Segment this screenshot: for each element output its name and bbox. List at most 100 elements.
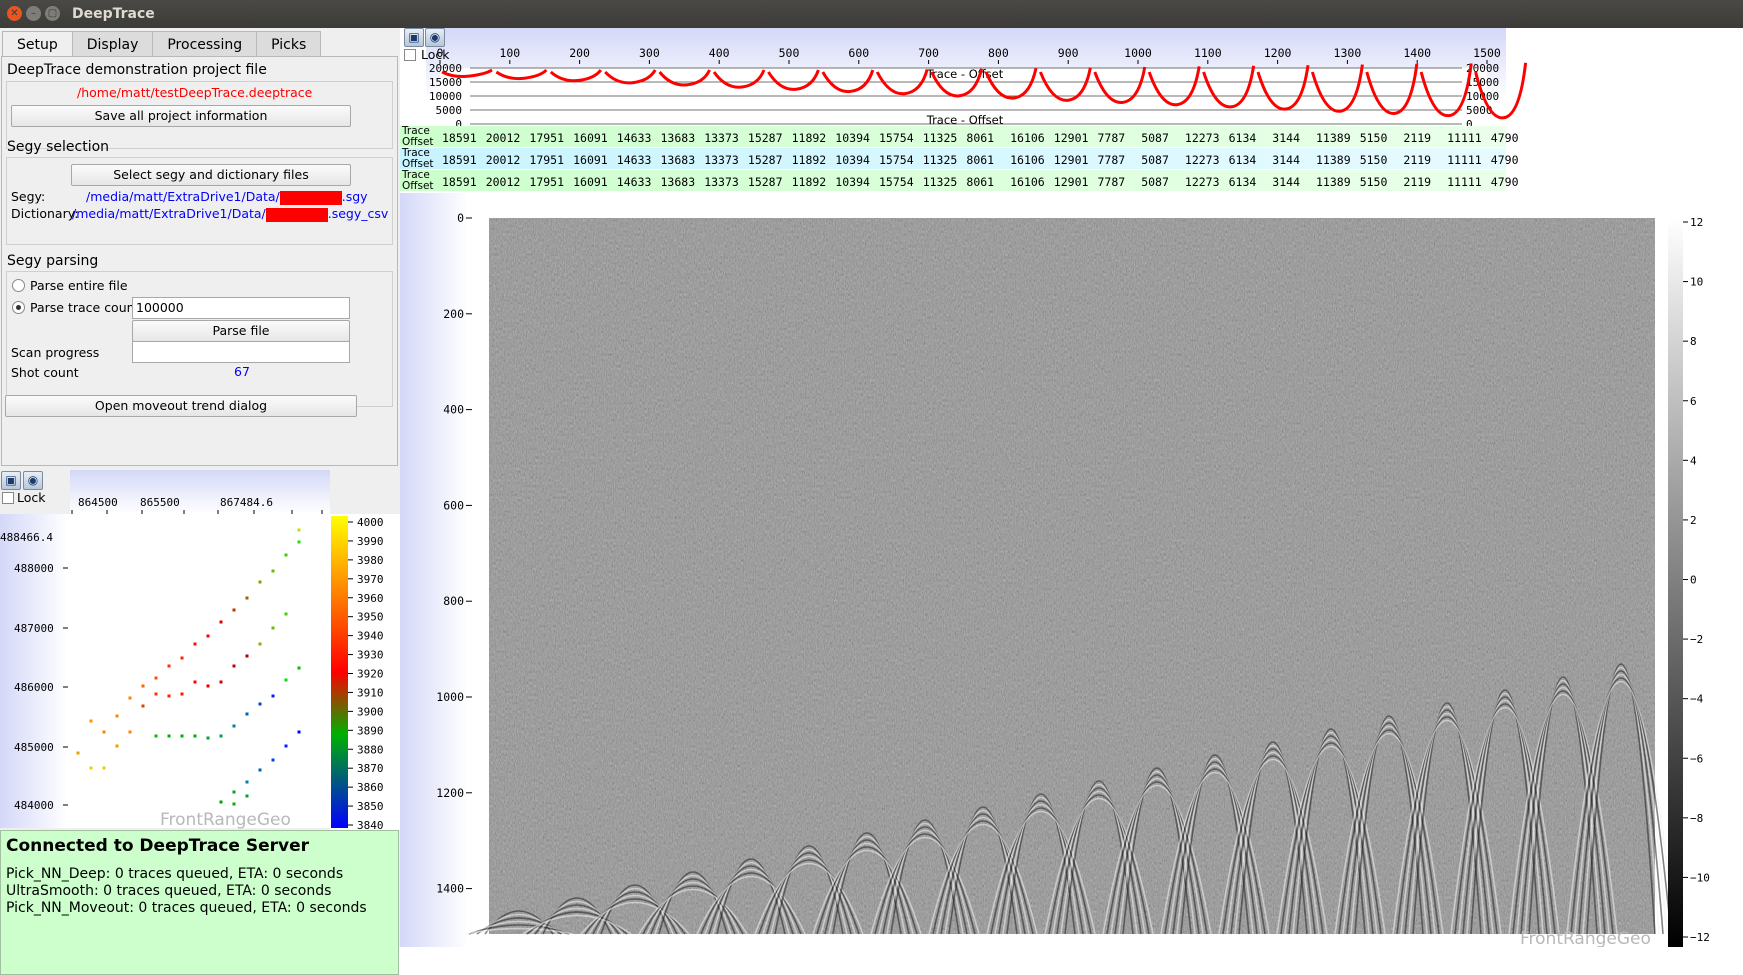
seismic-noise xyxy=(489,218,1655,934)
server-status-box: Connected to DeepTrace Server Pick_NN_De… xyxy=(0,830,399,975)
shot-point xyxy=(141,684,145,688)
header-value: 13373 xyxy=(704,175,739,189)
header-value: 18591 xyxy=(442,131,477,145)
offset-curve xyxy=(1093,66,1147,104)
header-value: 11892 xyxy=(792,153,827,167)
camera-snapshot-icon[interactable]: ◉ xyxy=(23,471,43,490)
seismic-event xyxy=(654,874,732,935)
header-row-label: Trace xyxy=(401,125,430,137)
time-tick: 1000 xyxy=(436,690,464,704)
header-value: 6134 xyxy=(1229,131,1257,145)
shot-point xyxy=(206,736,210,740)
seismic-svg[interactable]: 0 100 200 300 400 500 600 700 800 900 1000 1100 1200… xyxy=(400,28,1743,947)
select-segy-button[interactable]: Select segy and dictionary files xyxy=(71,164,351,186)
header-value: 14633 xyxy=(617,131,652,145)
window-titlebar: ✕ – ▢ DeepTrace xyxy=(0,0,1743,28)
shot-point xyxy=(271,694,275,698)
parse-file-button[interactable]: Parse file xyxy=(132,320,350,342)
camera-snapshot-icon[interactable]: ◉ xyxy=(425,28,445,47)
camera-icon[interactable]: ▣ xyxy=(1,471,21,490)
project-section-title: DeepTrace demonstration project file xyxy=(7,62,267,78)
parse-count-input[interactable]: 100000 xyxy=(132,297,350,319)
segy-ext: .sgy xyxy=(341,189,368,204)
seismic-colorbar-tick: −4 xyxy=(1690,693,1704,706)
map-colorbar-tick: 3990 xyxy=(357,535,384,548)
minimize-icon[interactable]: – xyxy=(26,6,41,21)
header-value: 15287 xyxy=(748,131,783,145)
seismic-event xyxy=(758,859,860,935)
header-value: 5150 xyxy=(1360,131,1388,145)
header-value: 20012 xyxy=(486,175,521,189)
map-y-tick: 484000 xyxy=(14,799,54,812)
shot-point xyxy=(167,664,171,668)
map-lock-checkbox[interactable] xyxy=(2,492,14,504)
maximize-icon[interactable]: ▢ xyxy=(45,6,60,21)
offset-curve xyxy=(930,68,984,98)
map-x-axis-bg xyxy=(70,470,330,514)
dictionary-path: /media/matt/ExtraDrive1/Data/ .segy_csv xyxy=(72,206,388,222)
header-value: 10394 xyxy=(835,175,870,189)
header-value: 16091 xyxy=(573,131,608,145)
seismic-event xyxy=(932,820,1034,935)
shot-point xyxy=(219,734,223,738)
tab-bar: Setup Display Processing Picks xyxy=(2,31,322,58)
tab-picks[interactable]: Picks xyxy=(256,31,322,57)
shot-map-svg[interactable]: 864500 865500 867484.6 488466.4 488000 487000… xyxy=(0,468,400,832)
close-icon[interactable]: ✕ xyxy=(7,6,22,21)
tab-processing[interactable]: Processing xyxy=(152,31,258,57)
seismic-event xyxy=(986,810,1096,935)
shot-point xyxy=(297,666,301,670)
seismic-event xyxy=(874,833,976,935)
header-row-label: Trace xyxy=(401,169,430,181)
tab-display[interactable]: Display xyxy=(71,31,154,57)
seismic-lock-label: Lock xyxy=(421,47,450,62)
moveout-dialog-button[interactable]: Open moveout trend dialog xyxy=(5,395,357,417)
shot-point xyxy=(232,724,236,728)
seismic-event xyxy=(754,862,864,935)
seismic-colorbar-tick: 2 xyxy=(1690,514,1697,527)
camera-icon[interactable]: ▣ xyxy=(404,28,424,47)
offset-y-tick: 20000 xyxy=(429,62,462,75)
shot-point xyxy=(128,730,132,734)
time-tick: 200 xyxy=(443,307,464,321)
header-value: 12273 xyxy=(1185,153,1220,167)
shot-point xyxy=(76,751,80,755)
map-plot-area xyxy=(68,514,330,828)
map-x-tick: 864500 xyxy=(78,496,118,509)
shot-map-plot[interactable]: 864500 865500 867484.6 488466.4 488000 487000… xyxy=(0,468,400,832)
shot-point xyxy=(102,730,106,734)
scan-progress-bar xyxy=(132,341,350,363)
header-row-label: Offset xyxy=(402,158,434,170)
map-x-tick: 865500 xyxy=(140,496,180,509)
shot-count-value: 67 xyxy=(234,364,250,379)
map-colorbar-tick: 3890 xyxy=(357,724,384,737)
header-value: 5087 xyxy=(1141,153,1169,167)
header-value: 13373 xyxy=(704,131,739,145)
offset-y-tick: 5000 xyxy=(1466,104,1493,117)
header-value: 15754 xyxy=(879,131,914,145)
status-line: UltraSmooth: 0 traces queued, ETA: 0 sec… xyxy=(6,883,332,899)
save-project-button[interactable]: Save all project information xyxy=(11,105,351,127)
seismic-colorbar-tick: 4 xyxy=(1690,454,1697,467)
seismic-event xyxy=(1006,793,1076,935)
shot-point xyxy=(206,634,210,638)
header-value: 15287 xyxy=(748,175,783,189)
parse-count-radio[interactable] xyxy=(12,301,25,314)
time-tick: 0 xyxy=(457,211,464,225)
shot-point xyxy=(284,612,288,616)
shot-point xyxy=(245,596,249,600)
header-value: 4790 xyxy=(1491,175,1519,189)
seismic-colorbar-tick: −2 xyxy=(1690,633,1703,646)
seismic-lock-checkbox[interactable] xyxy=(404,49,416,61)
offset-y-tick: 15000 xyxy=(1466,76,1499,89)
seismic-event xyxy=(638,888,748,935)
header-value: 4790 xyxy=(1491,131,1519,145)
shot-point xyxy=(154,734,158,738)
map-colorbar-tick: 3980 xyxy=(357,554,384,567)
header-value: 11389 xyxy=(1316,131,1351,145)
parse-entire-radio[interactable] xyxy=(12,279,25,292)
tab-setup[interactable]: Setup xyxy=(2,31,73,58)
shot-point xyxy=(89,766,93,770)
shot-point xyxy=(167,734,171,738)
offset-y-tick: 0 xyxy=(455,118,462,131)
